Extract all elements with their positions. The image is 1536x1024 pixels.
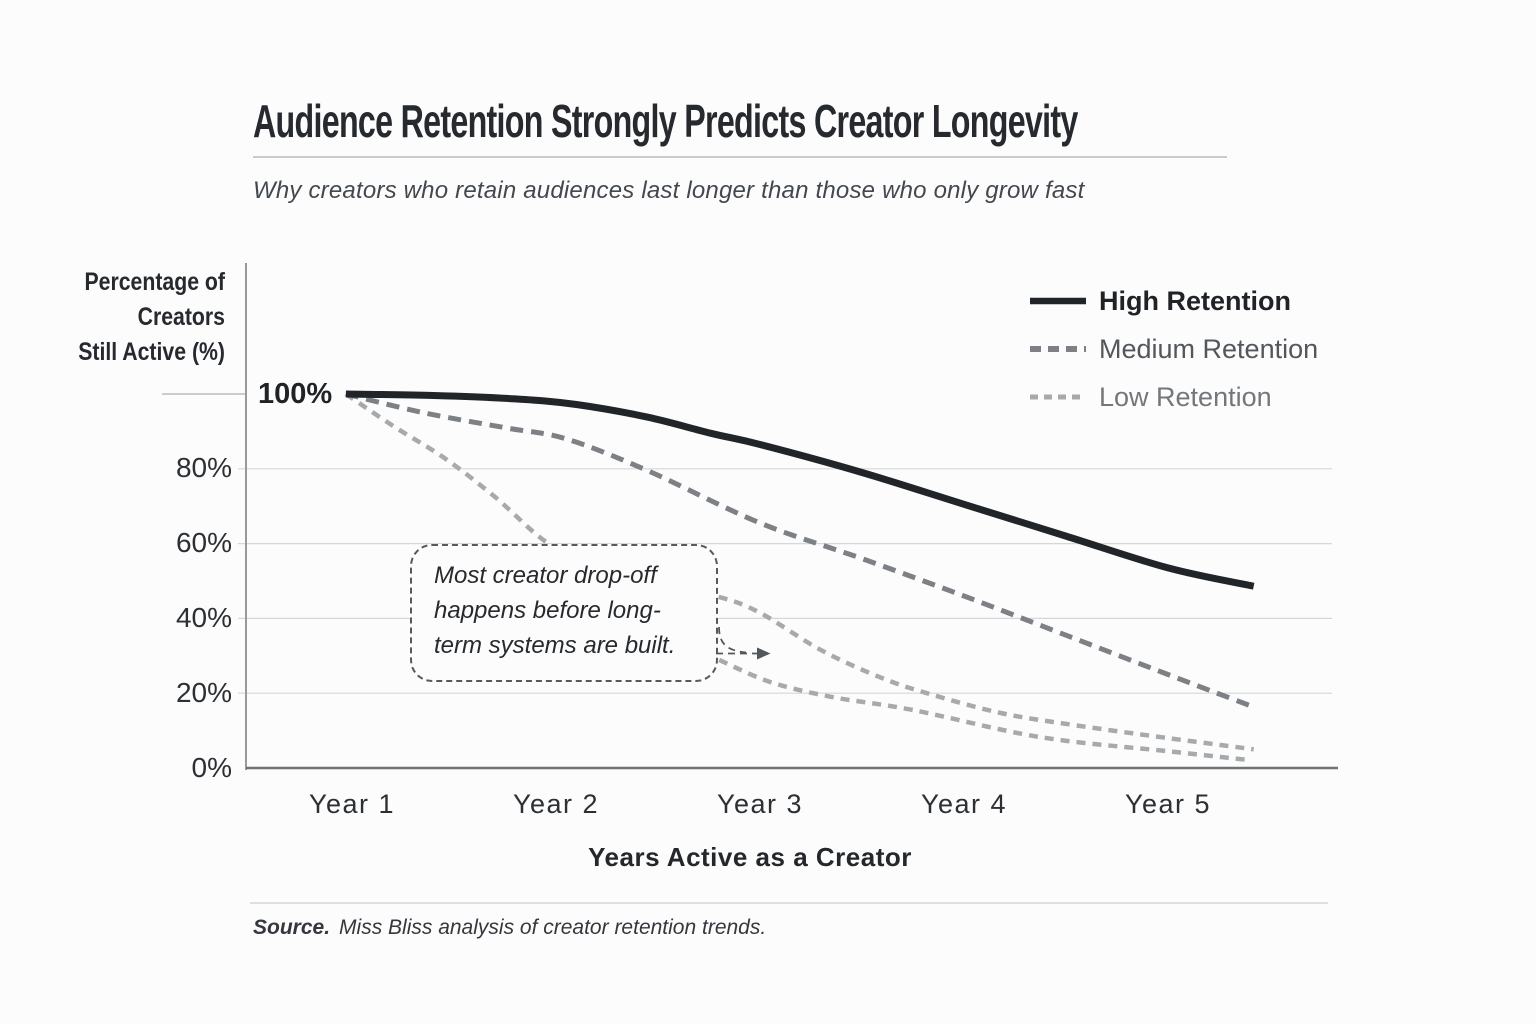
- y-tick-100-label: 100%: [258, 378, 333, 410]
- source-text: Miss Bliss analysis of creator retention…: [339, 916, 767, 939]
- x-tick-year-5: Year 5: [1124, 789, 1212, 819]
- x-tick-year-4: Year 4: [920, 789, 1008, 819]
- high-retention-line: [345, 390, 1255, 590]
- legend-item-medium-retention: Medium Retention: [1028, 332, 1318, 366]
- y-axis-title-line-1: Percentage of: [84, 268, 225, 296]
- y-tick-0: 0%: [191, 752, 232, 783]
- x-tick-year-1: Year 1: [308, 789, 396, 819]
- high-retention-line-swatch-icon: [1030, 297, 1086, 305]
- source-label: Source.: [253, 916, 331, 939]
- y-tick-20: 20%: [175, 677, 232, 708]
- low-retention-extra-segment-line: [718, 657, 1250, 763]
- medium-retention-line-swatch-icon: [1030, 346, 1086, 352]
- y-axis-title-line-2: Creators: [137, 303, 225, 331]
- source-note: Source. Miss Bliss analysis of creator re…: [253, 916, 766, 940]
- y-axis-title: Percentage of Creators Still Active (%): [72, 265, 225, 370]
- medium-retention-line: [345, 391, 1255, 710]
- y-tick-40: 40%: [175, 602, 232, 633]
- y-tick-60: 60%: [175, 527, 232, 558]
- legend-label-medium-retention: Medium Retention: [1099, 333, 1319, 364]
- legend: High Retention Medium Retention Low Rete…: [1028, 284, 1318, 428]
- legend-label-high-retention: High Retention: [1099, 285, 1291, 316]
- legend-label-low-retention: Low Retention: [1099, 381, 1272, 412]
- annotation-text: Most creator drop-off happens before lon…: [434, 562, 676, 659]
- x-tick-year-3: Year 3: [716, 789, 804, 819]
- series-lines: [344, 390, 1255, 763]
- annotation-box: Most creator drop-off happens before lon…: [410, 544, 718, 682]
- x-tick-year-2: Year 2: [512, 789, 600, 819]
- chart-subtitle: Why creators who retain audiences last l…: [253, 177, 1085, 204]
- legend-item-low-retention: Low Retention: [1028, 380, 1318, 414]
- x-axis-title: Years Active as a Creator: [588, 842, 912, 872]
- y-axis-title-line-3: Still Active (%): [78, 338, 226, 366]
- chart-title: Audience Retention Strongly Predicts Cre…: [253, 95, 1078, 147]
- legend-item-high-retention: High Retention: [1028, 284, 1318, 318]
- source-divider: [250, 902, 1328, 904]
- title-divider: [253, 156, 1227, 158]
- low-retention-line-swatch-icon: [1030, 394, 1086, 400]
- y-tick-80: 80%: [175, 452, 232, 483]
